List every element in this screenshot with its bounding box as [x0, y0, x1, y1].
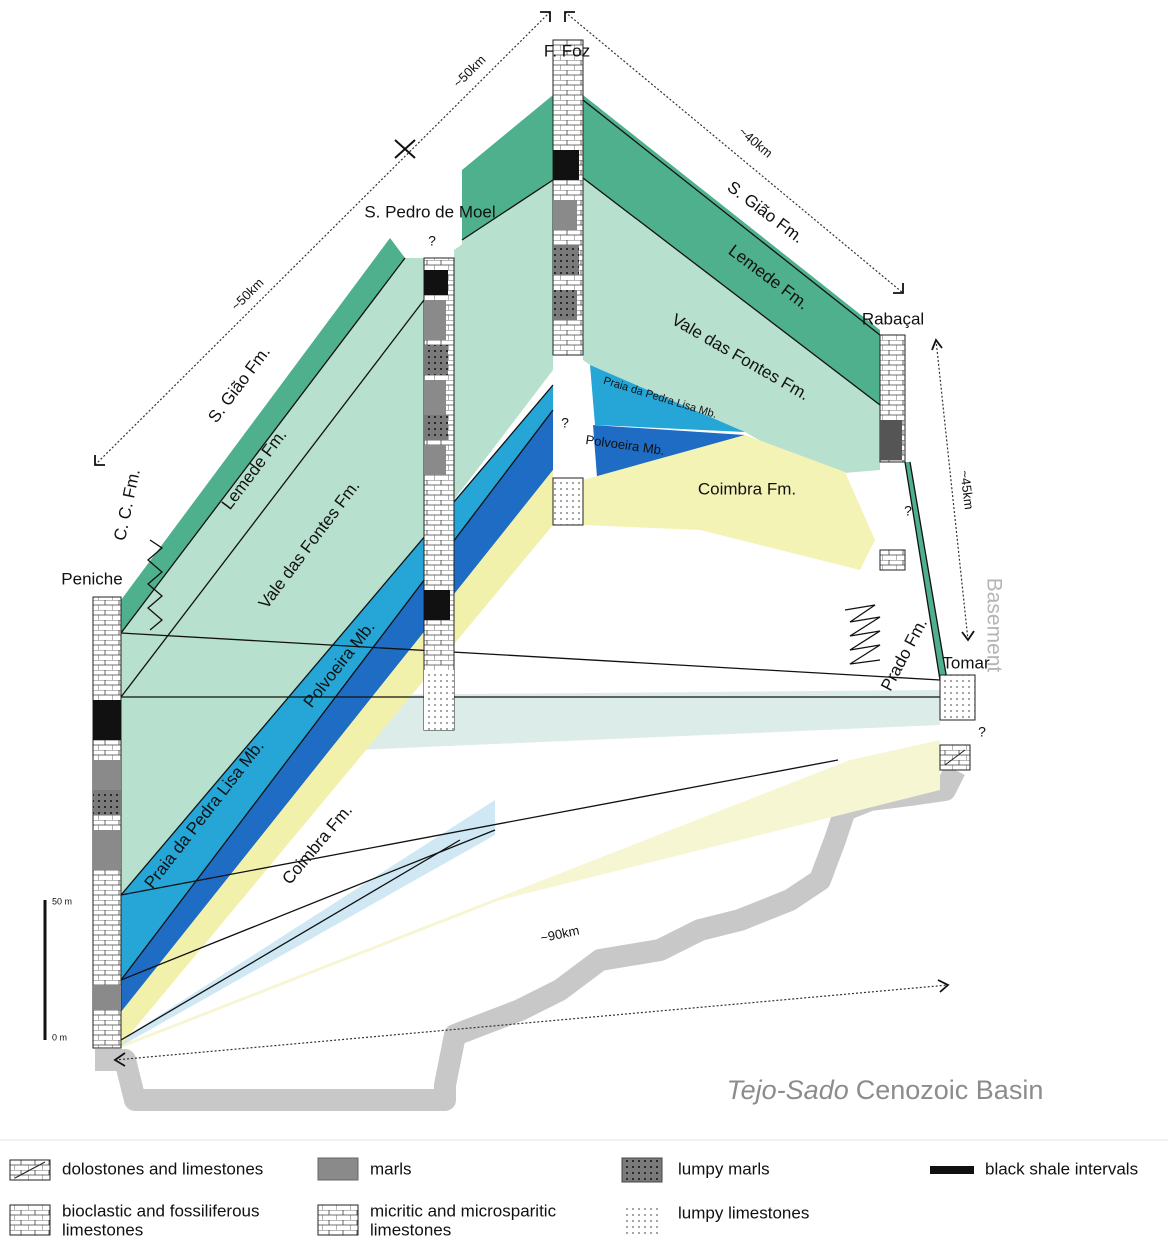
formation-label: Prado Fm. [877, 615, 931, 694]
stratigraphic-columns-part [940, 675, 975, 720]
stratigraphic-columns-part [93, 985, 121, 1010]
legend-label: micritic and microsparitic [370, 1201, 557, 1220]
stratigraphic-columns-part [553, 478, 583, 525]
legend-part [10, 1205, 50, 1235]
legend-part [622, 1158, 662, 1182]
locality-label: Rabaçal [862, 309, 924, 328]
stratigraphic-columns-part [553, 200, 577, 230]
stratigraphic-columns-part [553, 150, 579, 180]
locality-label: S. Pedro de Moel [364, 202, 495, 221]
stratigraphic-columns-part [880, 550, 905, 570]
scale-bottom: 0 m [52, 1032, 67, 1042]
distance-label: ~40km [736, 124, 776, 161]
scale-bar: 50 m 0 m [45, 896, 72, 1042]
legend-label: lumpy marls [678, 1159, 770, 1178]
stratigraphic-columns-part [424, 345, 448, 375]
legend-part [318, 1205, 358, 1235]
legend-part [622, 1206, 662, 1234]
diagram: 50 m 0 m F. Foz S. Pedro de Moel Rabaçal… [0, 0, 1168, 1240]
stratigraphic-columns-part [553, 290, 577, 320]
legend-label: bioclastic and fossiliferous [62, 1201, 259, 1220]
distance-label: ~45km [957, 469, 977, 510]
legend-label: marls [370, 1159, 412, 1178]
stratigraphic-columns-part [93, 830, 121, 870]
uncertain-mark: ? [904, 503, 912, 519]
uncertain-mark: ? [561, 415, 569, 431]
locality-label: F. Foz [544, 41, 590, 60]
formation-label: Coimbra Fm. [698, 479, 796, 498]
scale-top: 50 m [52, 896, 72, 906]
interfingering-part [845, 605, 880, 664]
stratigraphic-columns-part [424, 445, 446, 475]
legend-label: black shale intervals [985, 1159, 1138, 1178]
stratigraphic-columns-part [424, 590, 450, 620]
stratigraphic-columns-part [93, 597, 121, 1048]
legend-part [930, 1166, 974, 1174]
legend-label: limestones [62, 1220, 143, 1239]
legend-label: limestones [370, 1220, 451, 1239]
legend: dolostones and limestones marls lumpy ma… [0, 1140, 1168, 1239]
stratigraphic-columns-part [424, 270, 448, 295]
stratigraphic-columns-part [93, 760, 121, 790]
stratigraphic-columns-part [424, 380, 446, 415]
stratigraphic-columns-part [424, 300, 446, 340]
basin-label-italic: Tejo-Sado [727, 1075, 849, 1105]
stratigraphic-columns-part [93, 700, 121, 740]
legend-part [318, 1158, 358, 1180]
distance-arrows-part [565, 12, 575, 22]
stratigraphic-columns-part [880, 420, 902, 460]
distance-arrows-part [540, 12, 550, 22]
stratigraphic-columns-part [93, 790, 121, 815]
stratigraphic-columns-part [424, 670, 454, 730]
locality-label: Peniche [61, 569, 122, 588]
basement-label: Basement [982, 578, 1005, 673]
formation-label: C. C. Fm. [110, 467, 144, 542]
distance-label: ~90km [539, 923, 581, 946]
legend-label: lumpy limestones [678, 1203, 809, 1222]
basin-label-rest: Cenozoic Basin [856, 1075, 1044, 1105]
distance-label: ~50km [228, 275, 266, 313]
distance-label: ~50km [450, 52, 488, 90]
distance-arrows-part [395, 140, 415, 158]
correlation-bands [121, 95, 947, 1048]
distance-arrows-part [938, 980, 948, 992]
uncertain-mark: ? [428, 233, 436, 249]
stratigraphic-columns-part [553, 245, 579, 275]
stratigraphic-columns-part [424, 415, 448, 440]
legend-label: dolostones and limestones [62, 1159, 263, 1178]
uncertain-mark: ? [978, 724, 986, 740]
